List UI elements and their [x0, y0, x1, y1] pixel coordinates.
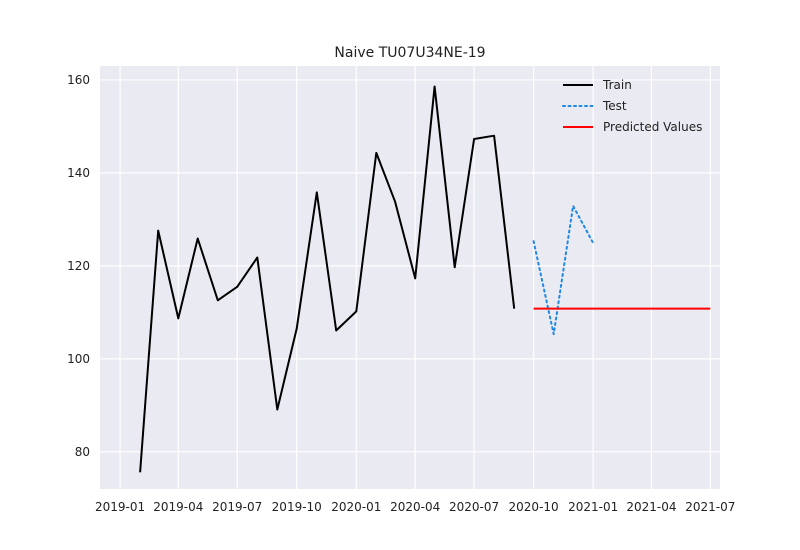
series-line-train [139, 85, 516, 473]
x-tick-label: 2021-04 [626, 500, 676, 514]
series-line-test [532, 204, 595, 336]
legend-label-predicted-values: Predicted Values [603, 120, 702, 134]
x-tick-label: 2019-04 [153, 500, 203, 514]
x-tick-label: 2020-07 [449, 500, 499, 514]
y-tick-label: 120 [67, 259, 90, 273]
legend-item-predicted-values: Predicted Values [563, 120, 702, 134]
y-tick-label: 140 [67, 166, 90, 180]
x-tick-label: 2019-10 [272, 500, 322, 514]
legend-item-test: Test [562, 99, 627, 113]
x-tick-label: 2020-01 [331, 500, 381, 514]
x-tick-label: 2021-07 [685, 500, 735, 514]
y-tick-label: 80 [75, 445, 90, 459]
y-tick-label: 160 [67, 73, 90, 87]
x-tick-label: 2021-01 [568, 500, 618, 514]
plot-area [100, 66, 720, 489]
x-tick-label: 2019-01 [95, 500, 145, 514]
legend-item-train: Train [563, 78, 632, 92]
y-tick-label: 100 [67, 352, 90, 366]
x-tick-label: 2020-10 [509, 500, 559, 514]
x-tick-label: 2020-04 [390, 500, 440, 514]
x-tick-label: 2019-07 [212, 500, 262, 514]
series-layer [139, 85, 711, 473]
tick-labels: 2019-01 2019-04 2019-07 2019-10 2020-01 2020-… [67, 73, 735, 514]
legend-label-train: Train [602, 78, 632, 92]
grid [100, 66, 720, 489]
legend: Train Test Predicted Values [562, 78, 702, 134]
chart-title: Naive TU07U34NE-19 [334, 45, 485, 61]
legend-label-test: Test [602, 99, 627, 113]
